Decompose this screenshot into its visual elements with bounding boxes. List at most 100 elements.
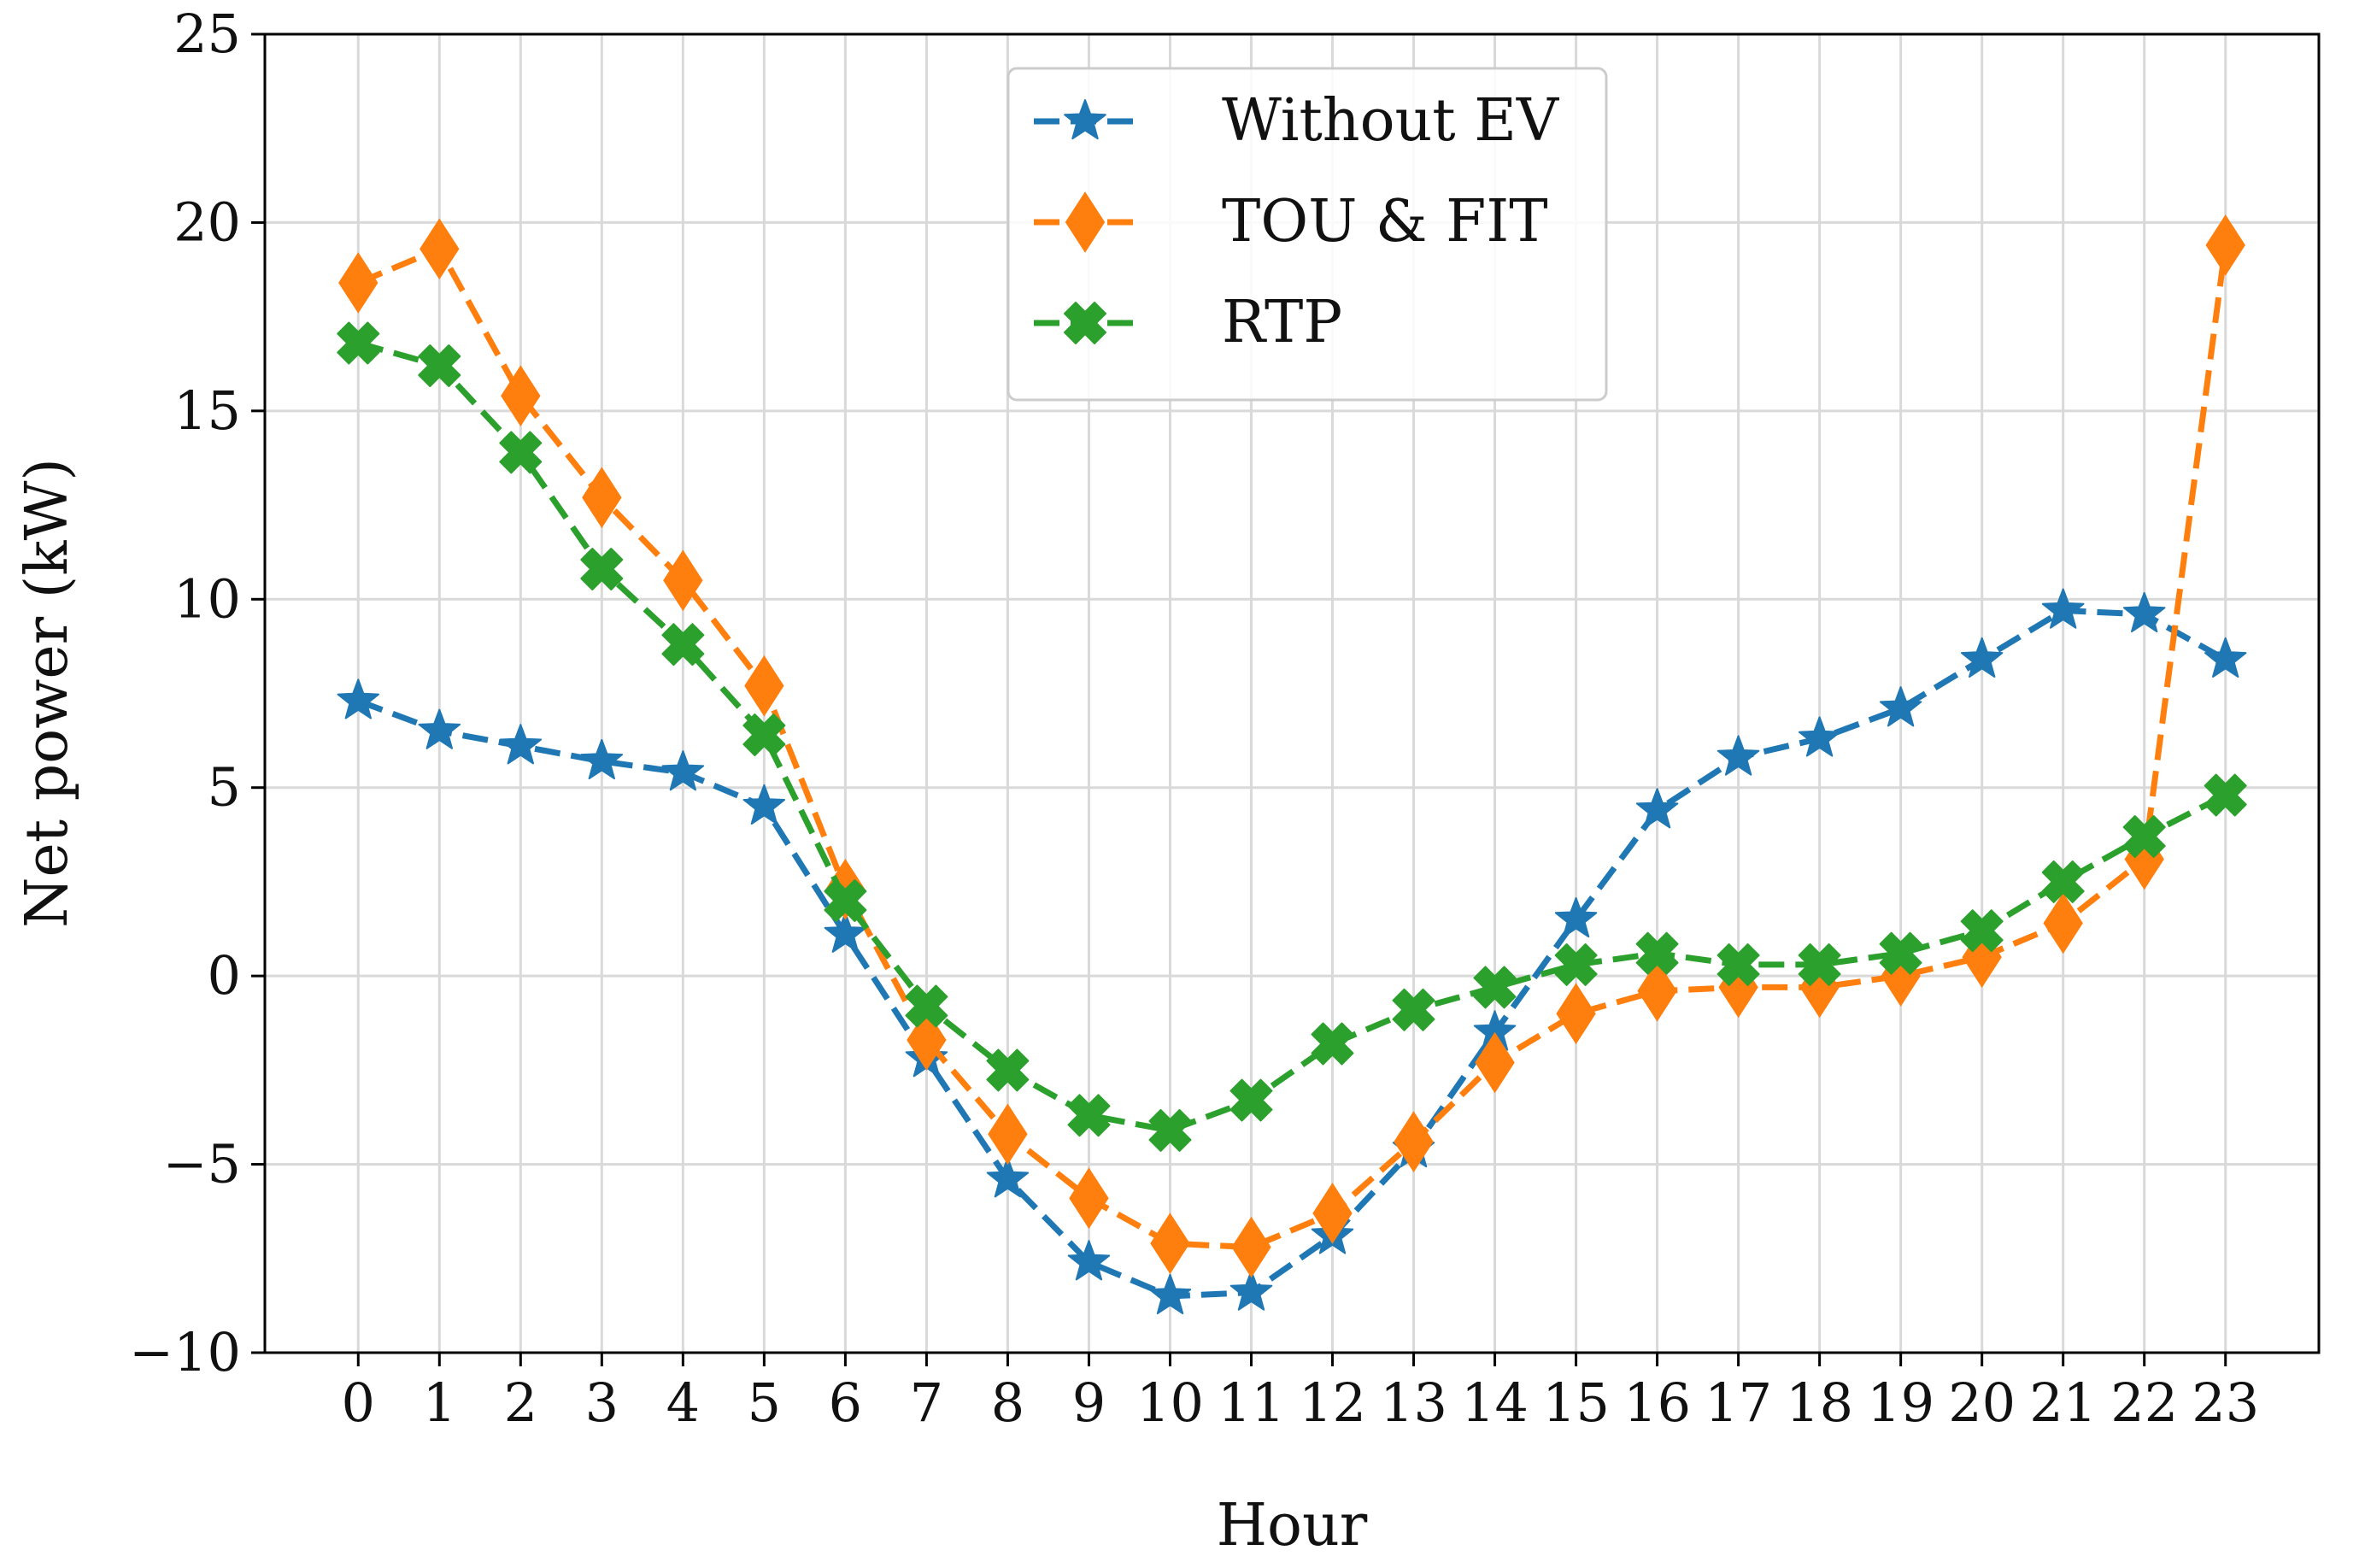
x-axis-label: Hour (1217, 1492, 1368, 1559)
legend-marker (1064, 302, 1106, 344)
series-line-rtp (357, 340, 2227, 1134)
data-point-rtp (1717, 943, 1760, 986)
data-point-rtp (1798, 943, 1841, 986)
x-tick-label: 7 (910, 1371, 943, 1434)
legend-item-without-ev: Without EV (1034, 87, 1560, 155)
plot-frame (263, 32, 2321, 1354)
legend-marker (1065, 191, 1106, 253)
data-point-without-ev (1635, 788, 1679, 829)
legend-label: Without EV (1222, 87, 1560, 155)
x-tick-label: 14 (1461, 1371, 1529, 1434)
data-point-without-ev (2041, 588, 2085, 629)
data-point-without-ev (2122, 591, 2166, 633)
legend: Without EV TOU & FIT RTP (1006, 67, 1608, 402)
y-tick-label: 0 (208, 944, 241, 1007)
data-point-without-ev (1554, 897, 1598, 938)
x-tick-label: 19 (1867, 1371, 1934, 1434)
x-tick-label: 16 (1623, 1371, 1691, 1434)
data-point-rtp (2122, 815, 2166, 858)
data-point-rtp (2041, 860, 2085, 903)
axis-ticks: 0 1 2 3 4 5 6 7 8 9 10 11 12 13 14 15 16 17 18 19 20 21 22 23−1… (129, 3, 2259, 1434)
data-point-rtp (1879, 931, 1922, 975)
data-point-without-ev (1229, 1270, 1273, 1311)
legend-item-tou-fit: TOU & FIT (1034, 188, 1548, 255)
data-point-tou-fit (988, 1103, 1028, 1166)
data-point-tou-fit (1231, 1216, 1271, 1278)
x-tick-label: 17 (1705, 1371, 1772, 1434)
data-point-without-ev (1148, 1273, 1192, 1315)
y-tick-label: 10 (173, 567, 241, 630)
x-tick-label: 20 (1948, 1371, 2016, 1434)
data-point-tou-fit (1150, 1213, 1190, 1274)
data-point-tou-fit (2205, 214, 2245, 276)
data-point-without-ev (1879, 686, 1922, 727)
x-tick-label: 4 (666, 1371, 700, 1434)
data-point-rtp (1067, 1094, 1111, 1137)
x-tick-label: 6 (829, 1371, 862, 1434)
data-point-tou-fit (744, 655, 784, 717)
data-point-tou-fit (582, 467, 622, 529)
y-tick-label: −5 (163, 1133, 241, 1195)
x-tick-label: 13 (1380, 1371, 1447, 1434)
data-point-rtp (1311, 1022, 1354, 1066)
series-rtp (337, 321, 2247, 1152)
series-layer (337, 214, 2247, 1315)
data-point-tou-fit (1556, 983, 1596, 1045)
data-point-tou-fit (1475, 1031, 1515, 1094)
data-point-rtp (499, 431, 543, 474)
data-point-without-ev (580, 738, 624, 780)
y-tick-label: 25 (173, 3, 241, 65)
data-point-without-ev (337, 678, 379, 719)
data-point-rtp (1554, 943, 1598, 986)
data-point-rtp (742, 714, 786, 756)
x-tick-label: 15 (1542, 1371, 1610, 1434)
x-tick-label: 23 (2192, 1371, 2259, 1434)
series-without-ev (337, 588, 2247, 1315)
data-point-without-ev (1960, 637, 2004, 678)
y-tick-label: 20 (173, 191, 241, 253)
data-point-rtp (2204, 773, 2247, 817)
series-line-without-ev (357, 608, 2227, 1300)
data-point-without-ev (418, 708, 461, 749)
data-point-tou-fit (338, 252, 379, 314)
data-point-rtp (1635, 931, 1679, 975)
data-point-without-ev (2204, 637, 2247, 678)
x-tick-label: 3 (585, 1371, 619, 1434)
y-axis-label: Net power (kW) (14, 458, 81, 928)
x-tick-label: 9 (1072, 1371, 1106, 1434)
data-point-tou-fit (420, 218, 460, 280)
data-point-tou-fit (1637, 960, 1677, 1022)
y-tick-label: 15 (173, 379, 241, 442)
data-point-rtp (905, 984, 948, 1028)
data-point-tou-fit (501, 365, 541, 427)
legend-label: TOU & FIT (1222, 188, 1548, 255)
y-tick-label: −10 (129, 1321, 241, 1383)
data-point-rtp (580, 548, 624, 590)
x-tick-label: 22 (2110, 1371, 2178, 1434)
data-point-without-ev (742, 784, 786, 825)
data-point-without-ev (986, 1157, 1030, 1198)
data-point-tou-fit (663, 549, 703, 612)
x-tick-label: 2 (504, 1371, 537, 1434)
legend-label: RTP (1222, 289, 1342, 356)
data-point-rtp (337, 321, 380, 365)
legend-box (1006, 67, 1608, 402)
x-tick-label: 1 (423, 1371, 456, 1434)
legend-item-rtp: RTP (1034, 289, 1342, 356)
data-point-tou-fit (1312, 1183, 1353, 1244)
x-tick-label: 21 (2029, 1371, 2097, 1434)
data-point-without-ev (1717, 735, 1760, 776)
data-point-rtp (986, 1048, 1030, 1092)
data-point-tou-fit (1394, 1111, 1434, 1172)
x-tick-label: 8 (991, 1371, 1024, 1434)
x-tick-label: 0 (342, 1371, 375, 1434)
x-tick-label: 5 (748, 1371, 781, 1434)
data-point-rtp (1229, 1078, 1273, 1122)
data-point-rtp (661, 623, 705, 667)
data-point-rtp (824, 879, 867, 922)
x-tick-label: 12 (1299, 1371, 1366, 1434)
y-tick-label: 5 (208, 756, 241, 819)
data-point-tou-fit (1069, 1167, 1109, 1230)
data-point-without-ev (499, 724, 543, 765)
